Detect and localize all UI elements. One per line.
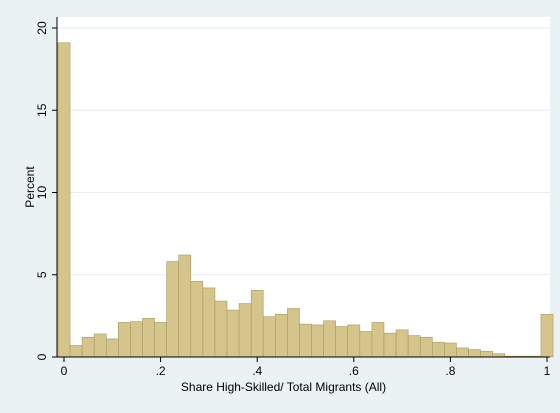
x-tick-label: 1: [544, 364, 551, 378]
histogram-bar: [130, 321, 143, 358]
x-tick-label: .8: [445, 364, 455, 378]
histogram-bar: [287, 308, 300, 358]
histogram-bar: [407, 335, 421, 358]
histogram-bar: [383, 332, 397, 358]
histogram-bar: [226, 309, 240, 358]
histogram-bar: [540, 313, 554, 358]
histogram-bar: [431, 341, 445, 358]
histogram-bar: [250, 290, 264, 358]
y-tick-label: 15: [35, 103, 49, 117]
histogram-bar: [105, 338, 119, 358]
plot-area: [57, 17, 550, 357]
histogram-bar: [275, 313, 288, 358]
histogram-bar: [419, 336, 433, 358]
x-tick-label: .2: [156, 364, 166, 378]
x-axis-title: Share High-Skilled/ Total Migrants (All): [181, 380, 386, 394]
x-tick-label: .4: [252, 364, 262, 378]
histogram-bar: [359, 331, 373, 358]
histogram-bar: [456, 347, 469, 358]
histogram-bar: [81, 336, 95, 358]
histogram-bar: [444, 342, 457, 358]
y-tick-label: 5: [35, 271, 49, 278]
histogram-bar: [93, 333, 107, 358]
histogram-bar: [311, 324, 324, 358]
histogram-bar: [395, 329, 409, 358]
histogram-bars: [57, 42, 554, 358]
y-tick-label: 20: [35, 21, 49, 35]
histogram-bar: [299, 323, 312, 358]
histogram-bar: [347, 324, 361, 358]
histogram-bar: [57, 42, 71, 358]
histogram-bar: [262, 316, 276, 358]
y-axis-title: Percent: [23, 166, 37, 208]
histogram-bar: [118, 322, 131, 358]
x-tick-label: 0: [61, 364, 68, 378]
histogram-bar: [323, 320, 336, 358]
histogram-bar: [142, 318, 155, 358]
y-tick-label: 0: [35, 353, 49, 360]
histogram-bar: [69, 345, 83, 358]
y-tick-label: 10: [35, 186, 49, 200]
histogram-bar: [154, 322, 167, 358]
histogram-bar: [178, 254, 192, 358]
axes: [56, 17, 550, 358]
histogram-bar: [202, 287, 216, 358]
histogram-bar: [214, 300, 228, 358]
histogram-bar: [371, 322, 385, 358]
x-tick-label: .6: [349, 364, 359, 378]
histogram-bar: [190, 281, 204, 358]
histogram-bar: [335, 326, 349, 358]
histogram-bar: [238, 303, 252, 358]
histogram-bar: [480, 350, 493, 358]
histogram-bar: [166, 261, 180, 358]
histogram-bar: [468, 349, 481, 358]
